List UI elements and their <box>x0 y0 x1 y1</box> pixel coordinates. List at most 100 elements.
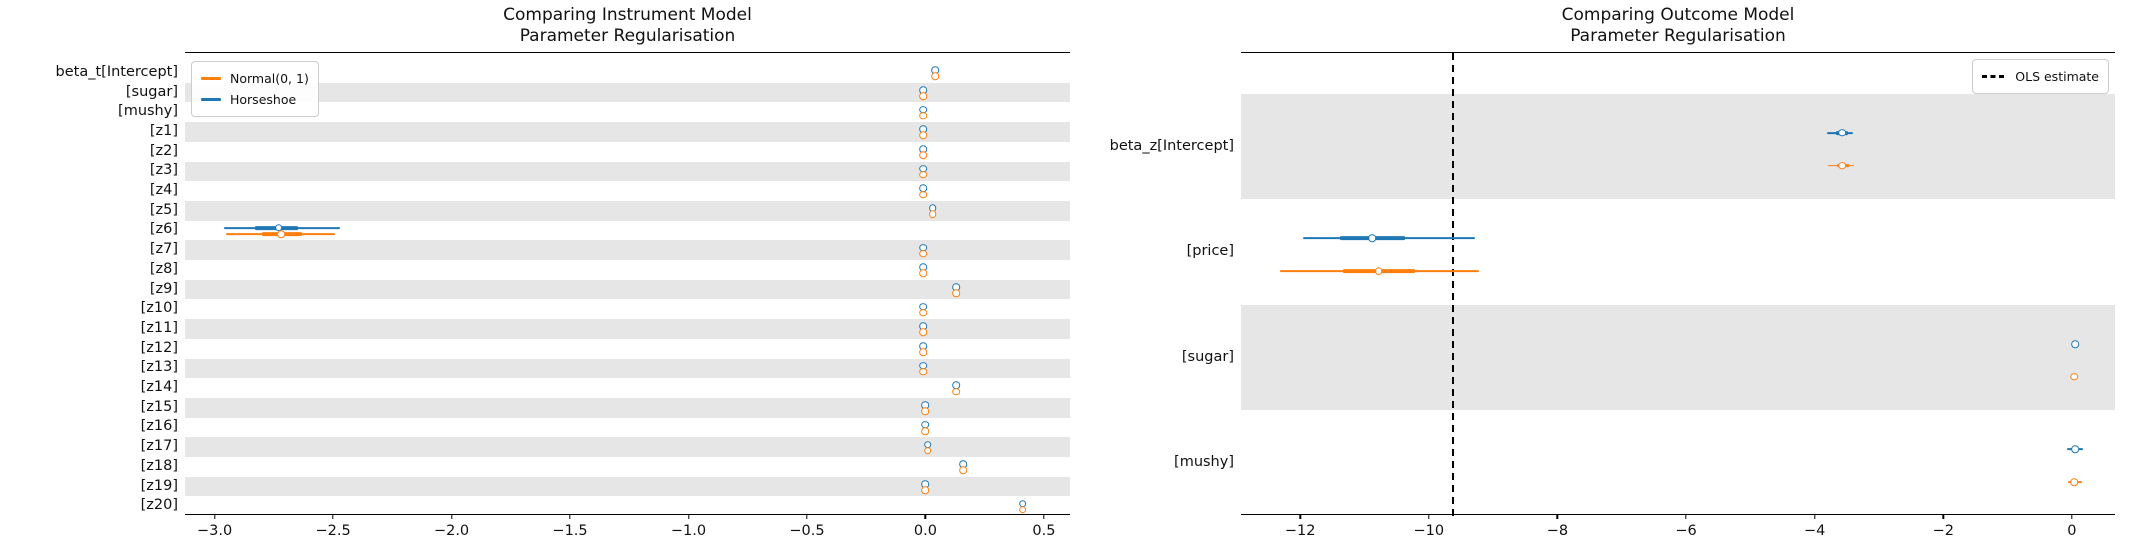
x-tick-label: −1.0 <box>670 523 707 539</box>
mean-marker <box>919 171 927 179</box>
x-tick-mark <box>569 514 571 520</box>
y-axis-label: [z20] <box>140 497 178 514</box>
x-tick-mark <box>1813 514 1816 520</box>
x-tick-mark <box>1428 514 1430 520</box>
x-tick-label: −6 <box>1675 523 1697 539</box>
y-axis-label: [z3] <box>149 162 178 179</box>
x-tick-mark <box>332 514 334 520</box>
mean-marker <box>919 308 927 317</box>
mean-marker <box>1838 161 1847 170</box>
y-axis-label: [z16] <box>140 418 178 435</box>
mean-marker <box>919 368 927 376</box>
x-tick-mark <box>924 514 927 520</box>
y-axis-label: beta_t[Intercept] <box>55 63 178 80</box>
legend-label-normal: Normal(0, 1) <box>230 71 309 86</box>
mean-marker <box>921 486 930 494</box>
outcome-plot-area: OLS estimate −12 −10 −8 −6 −4 −2 0 <box>1241 52 2115 539</box>
y-axis-label: [z1] <box>149 122 178 139</box>
legend-item-ols: OLS estimate <box>1982 66 2099 87</box>
mean-marker <box>1368 234 1376 243</box>
ols-dashed-line-swatch <box>1982 75 2007 78</box>
x-tick-label: 0.5 <box>1032 523 1056 539</box>
y-axis-label: [z5] <box>149 201 178 218</box>
x-tick-label: −2 <box>1932 523 1954 539</box>
mean-marker <box>924 446 932 455</box>
ols-estimate-line <box>1451 53 1454 516</box>
x-tick-mark <box>1556 514 1559 520</box>
mean-marker <box>959 466 968 475</box>
x-tick-label: −4 <box>1803 523 1826 539</box>
y-axis-label: [z11] <box>140 319 178 336</box>
y-axis-label: [z4] <box>149 182 178 199</box>
mean-marker <box>1838 129 1847 137</box>
legend-label-ols: OLS estimate <box>2015 69 2099 84</box>
mean-marker <box>919 328 927 337</box>
mean-marker <box>919 111 927 120</box>
mean-marker <box>1374 267 1383 275</box>
mean-marker <box>1018 505 1027 514</box>
row-shade-band <box>185 397 1070 418</box>
y-axis-label: [mushy] <box>118 103 178 120</box>
legend-label-horseshoe: Horseshoe <box>230 92 297 107</box>
row-shade-band <box>185 122 1070 142</box>
title-line-1: Comparing Instrument Model <box>503 5 752 25</box>
mean-marker <box>928 210 937 219</box>
y-axis-label: [z7] <box>149 241 178 258</box>
y-axis-label: [z6] <box>149 221 178 238</box>
row-shade-band <box>185 82 1070 103</box>
normal-line-swatch <box>201 77 221 80</box>
y-axis-label: [z17] <box>140 438 178 455</box>
row-shade-band <box>185 476 1070 497</box>
x-tick-mark <box>1942 514 1944 520</box>
row-shade-band <box>185 319 1070 339</box>
row-shade-band <box>185 161 1070 182</box>
y-axis-label: beta_z[Intercept] <box>1109 137 1234 154</box>
x-tick-label: 0.0 <box>913 523 937 539</box>
mean-marker <box>277 230 285 238</box>
mean-marker <box>919 190 927 199</box>
mean-marker <box>919 92 927 100</box>
row-shade-band <box>1241 304 2115 411</box>
x-tick-mark <box>450 514 453 520</box>
instrument-legend: Normal(0, 1) Horseshoe <box>191 61 319 117</box>
x-tick-label: −8 <box>1546 523 1569 539</box>
mean-marker <box>919 269 927 278</box>
y-axis-label: [z12] <box>140 339 178 356</box>
mean-marker <box>2071 340 2079 348</box>
legend-item-normal: Normal(0, 1) <box>201 68 309 89</box>
mean-marker <box>952 289 961 297</box>
instrument-plot-title: Comparing Instrument Model Parameter Reg… <box>185 5 1070 46</box>
y-axis-label: [mushy] <box>1174 454 1234 471</box>
row-shade-band <box>1241 93 2115 200</box>
x-tick-mark <box>1685 514 1687 520</box>
row-shade-band <box>185 240 1070 260</box>
mean-marker <box>952 387 961 396</box>
y-axis-label: [z19] <box>140 477 178 494</box>
x-tick-mark <box>213 514 216 520</box>
y-axis-label: [z8] <box>149 260 178 277</box>
y-axis-label: [z18] <box>140 457 178 474</box>
title-line-2: Parameter Regularisation <box>519 25 736 46</box>
legend-item-horseshoe: Horseshoe <box>201 89 309 110</box>
mean-marker <box>921 427 930 435</box>
row-shade-band <box>185 437 1070 457</box>
y-axis-label: [sugar] <box>125 83 178 100</box>
row-shade-band <box>185 200 1070 221</box>
row-shade-band <box>185 358 1070 379</box>
x-tick-label: −2.0 <box>433 523 470 539</box>
outcome-plot-title: Comparing Outcome Model Parameter Regula… <box>1241 5 2115 46</box>
mean-marker <box>2071 445 2079 454</box>
title-line-2: Parameter Regularisation <box>1570 25 1786 46</box>
title-line-1: Comparing Outcome Model <box>1561 5 1795 25</box>
x-tick-label: 0 <box>2067 523 2077 539</box>
y-axis-label: [price] <box>1186 243 1234 260</box>
x-tick-label: −1.5 <box>552 523 588 539</box>
y-axis-label: [sugar] <box>1181 348 1234 365</box>
mean-marker <box>2070 478 2079 486</box>
y-axis-label: [z13] <box>140 359 178 376</box>
x-tick-label: −10 <box>1413 523 1445 539</box>
y-axis-label: [z2] <box>149 142 178 159</box>
mean-marker <box>919 249 927 258</box>
y-axis-label: [z14] <box>140 379 178 396</box>
